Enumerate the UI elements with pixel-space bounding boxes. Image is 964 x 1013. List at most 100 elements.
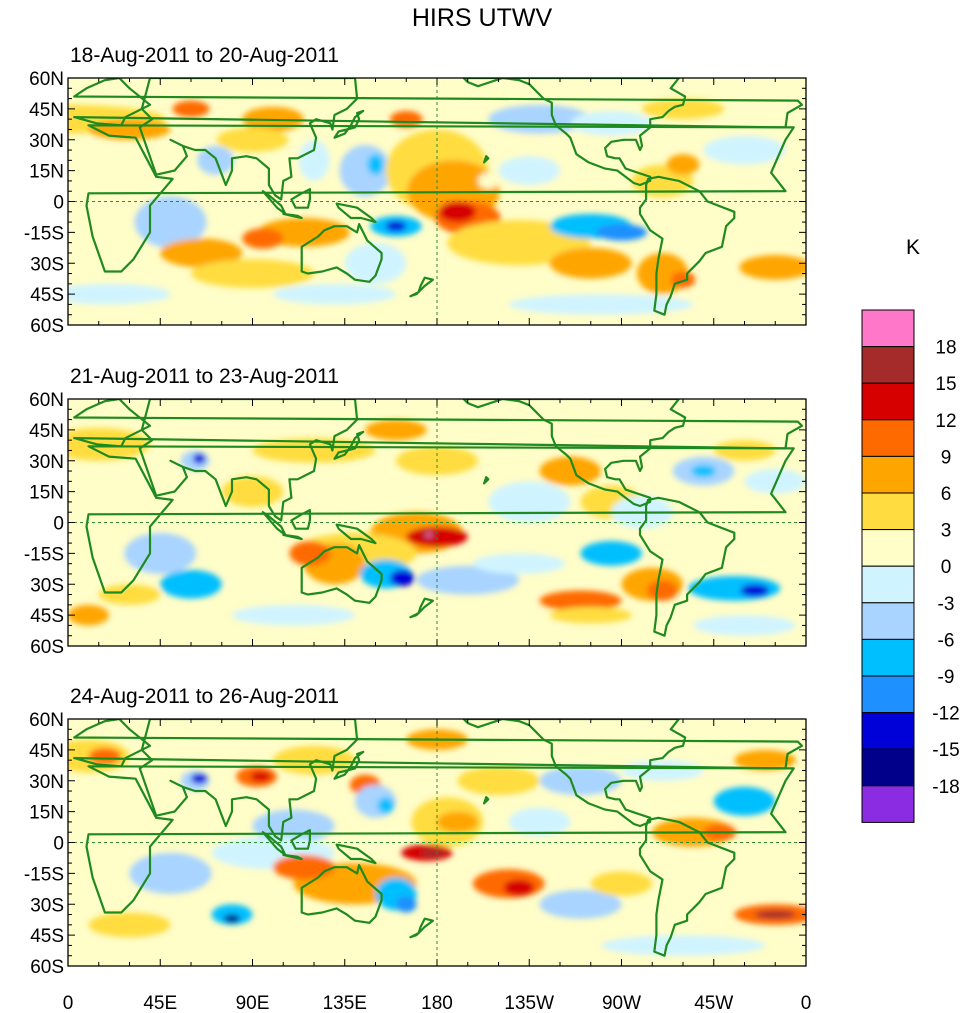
anomaly-contour (590, 871, 653, 897)
colorbar-swatch (861, 602, 915, 640)
y-tick-label: 0 (53, 514, 64, 535)
anomaly-contour (498, 156, 560, 186)
anomaly-contour (193, 453, 206, 464)
anomaly-contour (703, 135, 786, 165)
panel-subtitle: 24-Aug-2011 to 26-Aug-2011 (70, 685, 339, 708)
anomaly-contour (739, 255, 806, 280)
coastline (138, 78, 359, 201)
y-tick-label: -15S (24, 544, 64, 565)
colorbar-swatch (861, 675, 915, 714)
x-tick-label: 0 (63, 993, 74, 1013)
coastline (462, 78, 687, 187)
y-tick-label: 30N (29, 131, 64, 152)
anomaly-contour (549, 606, 632, 624)
y-tick-label: 60N (29, 710, 64, 731)
anomaly-contour (713, 786, 776, 816)
map-panel-2: 60N 45N 30N 15N 0 -15S 30S 45S 60S 21-Aug-2011 to… (24, 365, 807, 658)
anomaly-contour (68, 283, 171, 305)
anomaly-contour (601, 935, 765, 956)
colorbar-label: 9 (941, 447, 952, 468)
y-tick-label: 45N (29, 100, 64, 121)
coastline (638, 175, 736, 316)
y-tick-label: 45N (29, 421, 64, 442)
coastline (638, 816, 736, 957)
panel-subtitle: 18-Aug-2011 to 20-Aug-2011 (70, 44, 339, 67)
anomaly-contour (242, 228, 284, 249)
anomaly-contour (298, 139, 330, 181)
colorbar-label: -15 (932, 740, 959, 761)
x-tick-label: 90E (236, 993, 270, 1013)
coastline (261, 190, 287, 215)
x-tick-label: 90W (602, 993, 641, 1013)
map-panel-3: 60N 45N 30N 15N 0 -15S 30S 45S 60S 24-Aug-2011 to… (24, 685, 807, 978)
x-tick-label: 45E (143, 993, 177, 1013)
colorbar-label: 15 (935, 374, 956, 395)
anomaly-contour (713, 440, 776, 461)
anomaly-contour (691, 464, 716, 478)
coastline (282, 212, 303, 220)
coastline (290, 828, 311, 850)
anomaly-contour (734, 749, 796, 771)
colorbar-swatch (861, 785, 915, 823)
chart-title: HIRS UTWV (412, 4, 553, 32)
coastline (300, 863, 383, 924)
anomaly-contour (365, 419, 427, 441)
coastline (73, 719, 804, 770)
anomaly-contour (160, 238, 243, 268)
y-tick-label: 15N (29, 162, 64, 183)
colorbar-label: -6 (938, 630, 955, 651)
x-tick-label: 0 (801, 993, 812, 1013)
anomaly-contour (508, 294, 694, 315)
colorbar-swatch (861, 638, 915, 677)
y-tick-label: 30N (29, 772, 64, 793)
anomaly-contour (289, 541, 331, 566)
coastline (300, 223, 383, 283)
coastline (290, 509, 311, 530)
y-tick-label: 60S (30, 957, 64, 978)
colorbar: 18 15 12 9 6 3 0 -3 -6 -9 -12 -15 -18 (861, 309, 960, 823)
colorbar-label: -9 (938, 667, 955, 688)
coastlines (73, 78, 804, 316)
anomaly-contour (211, 904, 253, 925)
anomaly-contour (425, 532, 432, 537)
coastline (73, 78, 804, 129)
anomaly-contour (68, 604, 109, 626)
coastline (85, 765, 795, 914)
anomaly-contour (232, 604, 355, 626)
x-tick-label: 45W (694, 993, 733, 1013)
anomaly-contour (508, 807, 571, 837)
coastlines (73, 399, 804, 637)
y-tick-label: 60S (30, 637, 64, 658)
coastline (138, 399, 359, 522)
y-tick-label: 0 (53, 193, 64, 214)
coastline (261, 831, 287, 857)
coastline (409, 276, 434, 298)
colorbar-swatch (861, 382, 915, 421)
anomaly-contour (595, 224, 648, 241)
colorbar-label: 6 (941, 484, 952, 505)
colorbar-swatch (861, 419, 915, 457)
anomaly-contour (539, 590, 622, 612)
anomaly-contour (539, 889, 622, 919)
y-tick-label: 45S (30, 606, 64, 627)
anomaly-contour (570, 110, 653, 136)
anomaly-contour (160, 569, 222, 599)
colorbar-label: 12 (935, 411, 956, 432)
anomaly-contour (377, 797, 394, 814)
colorbar-label: -3 (938, 594, 955, 615)
x-tick-label: 180 (421, 993, 453, 1013)
coastline (335, 843, 377, 865)
y-tick-label: 15N (29, 483, 64, 504)
coastline (300, 543, 383, 604)
anomaly-contour (740, 584, 770, 597)
anomaly-contour (621, 760, 704, 781)
anomaly-contour (488, 481, 571, 523)
coastline (138, 719, 359, 842)
y-tick-label: 30N (29, 452, 64, 473)
y-tick-label: 0 (53, 834, 64, 855)
anomaly-contour (642, 98, 724, 120)
anomaly-contour (666, 154, 700, 175)
coastline (85, 445, 795, 594)
colorbar-swatch (861, 346, 915, 384)
